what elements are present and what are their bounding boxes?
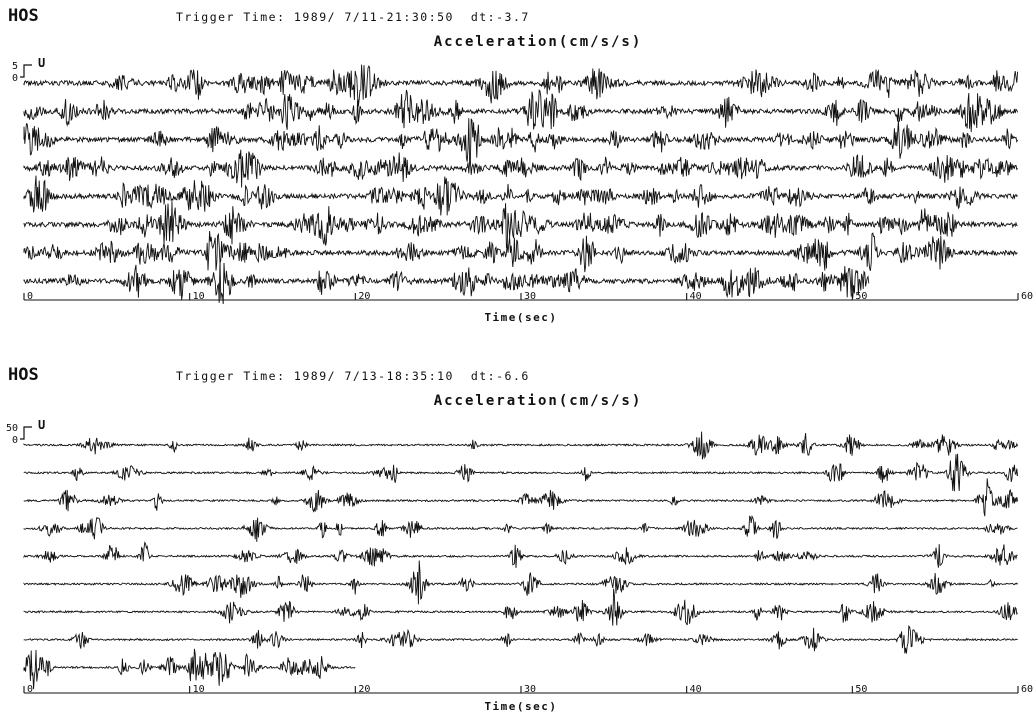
seismogram-trace xyxy=(23,149,1018,188)
seismogram-trace xyxy=(23,515,1018,542)
x-tick-label: 20 xyxy=(358,291,370,302)
seismogram-trace xyxy=(23,89,1019,133)
component-label: U xyxy=(38,56,45,70)
trigger-time: Trigger Time: 1989/ 7/11-21:30:50 dt:-3.… xyxy=(176,10,530,24)
x-tick-label: 0 xyxy=(27,684,33,695)
amplitude-scale: 50 U xyxy=(12,56,45,84)
zero-label: 0 xyxy=(12,435,18,446)
x-tick-label: 20 xyxy=(358,684,370,695)
seismogram-trace xyxy=(23,259,870,305)
seismogram-trace xyxy=(23,453,1019,492)
zero-label: 0 xyxy=(12,73,18,84)
time-axis: 0 10 20 30 40 50 60 Time(sec) xyxy=(23,291,1033,324)
seismogram-trace xyxy=(23,560,1018,605)
scale-value: 50 xyxy=(6,423,18,434)
x-tick-label: 40 xyxy=(690,684,702,695)
chart-title: Acceleration(cm/s/s) xyxy=(433,34,643,50)
scale-value: 5 xyxy=(12,61,18,72)
chart-title: Acceleration(cm/s/s) xyxy=(433,393,643,409)
x-tick-label: 50 xyxy=(855,684,867,695)
seismogram-trace xyxy=(23,625,1018,654)
x-tick-label: 10 xyxy=(193,684,205,695)
x-tick-label: 50 xyxy=(855,291,867,302)
seismogram-panel-2: HOS Trigger Time: 1989/ 7/13-18:35:10 dt… xyxy=(0,359,1036,718)
seismogram-trace xyxy=(23,541,1018,568)
seismogram-trace xyxy=(23,230,1018,273)
seismogram-trace xyxy=(23,64,1019,107)
x-tick-label: 10 xyxy=(193,291,205,302)
x-tick-label: 60 xyxy=(1021,684,1033,695)
amplitude-scale: 500 U xyxy=(6,418,45,446)
seismogram-panel-1: HOS Trigger Time: 1989/ 7/11-21:30:50 dt… xyxy=(8,6,1033,324)
seismogram-trace xyxy=(23,175,1018,216)
x-tick-label: 30 xyxy=(524,291,536,302)
x-tick-label: 60 xyxy=(1021,291,1033,302)
x-tick-label: 30 xyxy=(524,684,536,695)
time-axis: 0 10 20 30 40 50 60 Time(sec) xyxy=(23,684,1033,713)
seismogram-trace xyxy=(23,588,1018,626)
x-tick-label: 40 xyxy=(690,291,702,302)
seismogram-trace xyxy=(23,648,356,690)
seismogram-trace xyxy=(23,201,1018,249)
station-label: HOS xyxy=(8,6,39,26)
component-label: U xyxy=(38,418,45,432)
seismogram-trace xyxy=(23,431,1019,460)
station-label: HOS xyxy=(8,365,39,385)
seismogram-trace xyxy=(23,478,1019,517)
x-axis-label: Time(sec) xyxy=(484,311,557,324)
trigger-time: Trigger Time: 1989/ 7/13-18:35:10 dt:-6.… xyxy=(176,369,530,383)
x-tick-label: 0 xyxy=(27,291,33,302)
seismogram-trace xyxy=(23,118,1019,163)
x-axis-label: Time(sec) xyxy=(484,700,557,713)
